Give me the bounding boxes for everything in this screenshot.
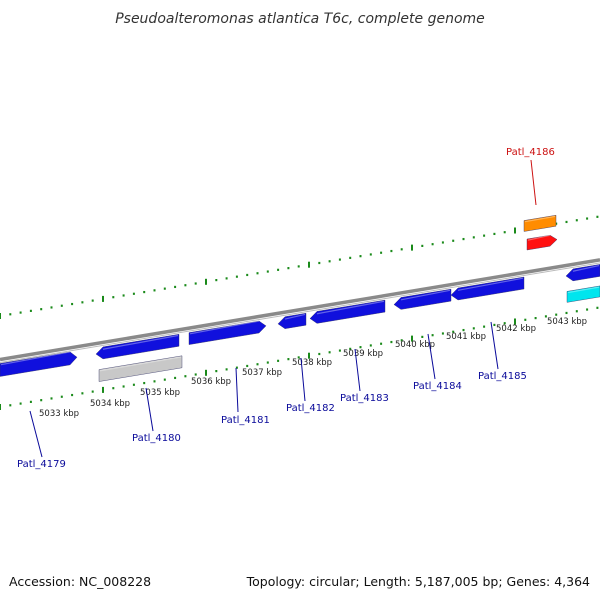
gene-label[interactable]: Patl_4186 (506, 147, 555, 158)
gene-patl-4185-highlight (457, 277, 524, 291)
gene-patl-4179-highlight (0, 351, 71, 366)
gene-next[interactable] (565, 264, 600, 282)
trna-feature[interactable] (523, 214, 557, 232)
leader-line (300, 357, 306, 402)
kbp-label: 5043 kbp (547, 317, 587, 327)
gene-patl-4181-highlight (189, 320, 260, 335)
kbp-label: 5040 kbp (395, 340, 435, 350)
gene-patl-4180[interactable] (95, 334, 180, 360)
leader-line (29, 410, 43, 458)
gene-label[interactable]: Patl_4183 (340, 393, 389, 404)
misc-feature-highlight (567, 286, 600, 294)
gene-patl-4182[interactable] (277, 312, 307, 329)
kbp-label: 5041 kbp (446, 332, 486, 342)
gene-label-group: Patl_4179 Patl_4180 Patl_4181 Patl_4182 Patl… (17, 147, 555, 470)
feature-track[interactable] (0, 214, 600, 382)
gene-label[interactable]: Patl_4179 (17, 459, 66, 470)
leader-line (530, 159, 537, 206)
accession-text: Accession: NC_008228 (9, 574, 151, 589)
map-title: Pseudoalteromonas atlantica T6c, complet… (115, 11, 485, 27)
backbone-shadow (0, 262, 600, 363)
gene-patl-4184-highlight (400, 289, 451, 301)
leader-line (427, 333, 436, 380)
kbp-label: 5037 kbp (242, 368, 282, 378)
leader-line (490, 321, 499, 370)
gene-patl-4182-highlight (284, 313, 306, 320)
lower-tick-row (0, 306, 599, 410)
pseudogene-segment[interactable] (98, 355, 183, 382)
gene-label[interactable]: Patl_4185 (478, 371, 527, 382)
kbp-label: 5033 kbp (39, 409, 79, 419)
leader-line (145, 387, 154, 432)
gene-patl-4183[interactable] (309, 299, 386, 324)
kbp-label: 5034 kbp (90, 399, 130, 409)
misc-feature[interactable] (566, 285, 600, 303)
rrna-feature[interactable] (526, 234, 558, 251)
backbone-line (0, 258, 600, 362)
rrna-feature-highlight (527, 234, 551, 241)
gene-patl-4185[interactable] (450, 276, 525, 301)
kbp-label: 5036 kbp (191, 377, 231, 387)
pseudogene-segment-highlight (99, 356, 182, 372)
gene-label[interactable]: Patl_4181 (221, 415, 270, 426)
gene-label[interactable]: Patl_4184 (413, 381, 462, 392)
leader-line (235, 367, 239, 413)
gene-label[interactable]: Patl_4182 (286, 403, 335, 414)
genome-backbone (0, 258, 600, 363)
gene-patl-4179[interactable] (0, 351, 78, 377)
gene-patl-4183-highlight (316, 300, 385, 315)
gene-next-highlight (572, 265, 600, 272)
upper-tick-row (0, 215, 599, 319)
trna-feature-highlight (524, 215, 556, 223)
gene-patl-4181[interactable] (188, 320, 267, 345)
gene-label[interactable]: Patl_4180 (132, 433, 181, 444)
kbp-label: 5039 kbp (343, 349, 383, 359)
genome-summary-text: Topology: circular; Length: 5,187,005 bp… (246, 574, 590, 589)
kbp-label: 5035 kbp (140, 388, 180, 398)
leader-line (354, 348, 361, 392)
kbp-scale: 5033 kbp 5034 kbp 5035 kbp 5036 kbp 5037 kbp… (39, 317, 587, 419)
kbp-label: 5042 kbp (496, 324, 536, 334)
kbp-label: 5038 kbp (292, 358, 332, 368)
gene-patl-4180-highlight (102, 334, 179, 350)
